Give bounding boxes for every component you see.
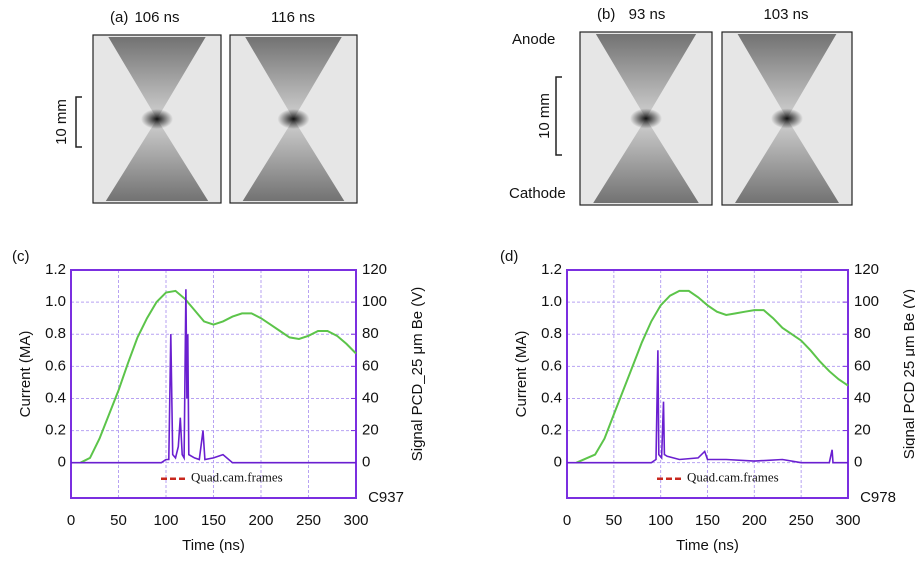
y2-tick-label: 0 — [362, 454, 370, 471]
series-line — [71, 289, 356, 464]
x-tick-label: 300 — [343, 512, 368, 529]
y-axis-label: Current (MA) — [513, 331, 530, 418]
y2-tick-label: 40 — [362, 389, 379, 406]
hot-spot — [630, 108, 662, 129]
annotation: Quad.cam.frames — [687, 470, 779, 485]
images — [92, 31, 853, 206]
scale-label: 10 mm — [536, 93, 553, 139]
panel-label: (b) — [597, 6, 615, 23]
hot-spot — [277, 109, 310, 129]
y2-axis-label: Signal PCD_25 μm Be (V) — [409, 287, 426, 462]
frame-time: 93 ns — [629, 6, 666, 23]
scale-label: 10 mm — [53, 99, 70, 145]
y-tick-label: 0.6 — [541, 357, 562, 374]
scale-bar — [75, 96, 82, 148]
frame-time: 116 ns — [271, 9, 315, 26]
anode-label: Anode — [512, 31, 555, 48]
y2-tick-label: 0 — [854, 454, 862, 471]
y2-tick-label: 100 — [362, 293, 387, 310]
hot-spot — [771, 108, 803, 129]
x-axis-label: Time (ns) — [182, 537, 245, 554]
x-tick-label: 50 — [110, 512, 127, 529]
y2-tick-label: 40 — [854, 389, 871, 406]
y-tick-label: 0.4 — [45, 389, 66, 406]
annotation: Quad.cam.frames — [191, 470, 283, 485]
x-tick-label: 100 — [153, 512, 178, 529]
y-tick-label: 0 — [58, 454, 66, 471]
y2-tick-label: 20 — [362, 422, 379, 439]
x-tick-label: 150 — [201, 512, 226, 529]
x-tick-label: 300 — [835, 512, 860, 529]
y-tick-label: 0.2 — [541, 422, 562, 439]
y2-tick-label: 100 — [854, 293, 879, 310]
panel-label: (d) — [500, 248, 518, 265]
y-tick-label: 0.8 — [541, 325, 562, 342]
y2-axis-label: Signal PCD 25 μm Be (V) — [901, 289, 915, 459]
frame-time: 103 ns — [763, 6, 808, 23]
y-tick-label: 0.2 — [45, 422, 66, 439]
y2-tick-label: 60 — [854, 357, 871, 374]
panel-label: (c) — [12, 248, 30, 265]
frame-time: 106 ns — [134, 9, 179, 26]
y-tick-label: 0 — [554, 454, 562, 471]
panel-label: (a) — [110, 9, 128, 26]
plot-frame — [70, 269, 357, 499]
y-tick-label: 1.0 — [45, 293, 66, 310]
y2-tick-label: 60 — [362, 357, 379, 374]
x-tick-label: 50 — [605, 512, 622, 529]
y2-tick-label: 120 — [854, 261, 879, 278]
y-tick-label: 0.6 — [45, 357, 66, 374]
x-tick-label: 200 — [742, 512, 767, 529]
x-axis-label: Time (ns) — [676, 537, 739, 554]
y-tick-label: 1.2 — [541, 261, 562, 278]
y-tick-label: 0.4 — [541, 389, 562, 406]
hot-spot — [141, 109, 173, 129]
x-tick-label: 100 — [648, 512, 673, 529]
plot-frame — [566, 269, 849, 499]
series-line — [80, 289, 357, 464]
series-line — [576, 289, 849, 464]
x-tick-label: 200 — [248, 512, 273, 529]
y2-tick-label: 80 — [362, 325, 379, 342]
y-tick-label: 0.8 — [45, 325, 66, 342]
y2-tick-label: 20 — [854, 422, 871, 439]
y-tick-label: 1.0 — [541, 293, 562, 310]
y-axis-label: Current (MA) — [17, 331, 34, 418]
y-tick-label: 1.2 — [45, 261, 66, 278]
x-tick-label: 250 — [296, 512, 321, 529]
shot-code: C978 — [860, 489, 896, 506]
shot-code: C937 — [368, 489, 404, 506]
series-line — [567, 350, 848, 464]
x-tick-label: 0 — [563, 512, 571, 529]
cathode-label: Cathode — [509, 185, 566, 202]
scale-bar — [555, 76, 562, 156]
x-tick-label: 250 — [789, 512, 814, 529]
y2-tick-label: 80 — [854, 325, 871, 342]
x-tick-label: 150 — [695, 512, 720, 529]
x-tick-label: 0 — [67, 512, 75, 529]
y2-tick-label: 120 — [362, 261, 387, 278]
